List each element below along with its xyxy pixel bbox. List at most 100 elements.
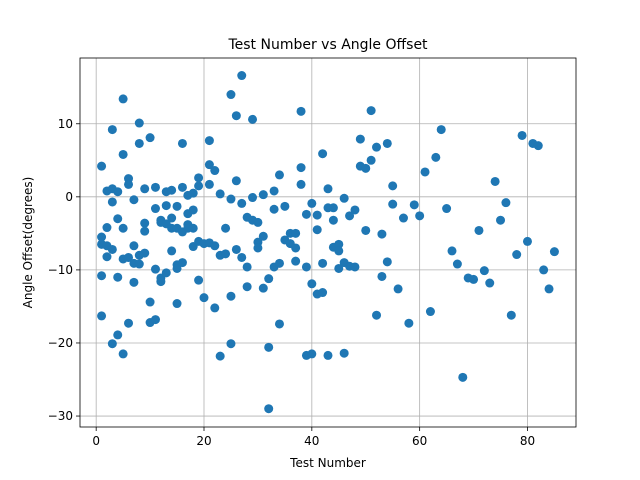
data-point xyxy=(113,187,123,197)
data-point xyxy=(194,173,204,183)
data-point xyxy=(291,243,301,253)
data-point xyxy=(231,176,241,186)
data-point xyxy=(291,228,301,238)
data-point xyxy=(107,244,117,254)
data-point xyxy=(312,225,322,235)
data-point xyxy=(242,282,252,292)
data-point xyxy=(436,125,446,135)
data-point xyxy=(102,223,112,233)
data-point xyxy=(226,90,236,100)
data-point xyxy=(177,182,187,192)
data-point xyxy=(431,152,441,162)
data-point xyxy=(334,239,344,249)
data-point xyxy=(458,372,468,382)
data-point xyxy=(382,257,392,267)
data-point xyxy=(134,259,144,269)
data-point xyxy=(253,217,263,227)
data-point xyxy=(393,284,403,294)
data-point xyxy=(318,149,328,159)
data-point xyxy=(258,231,268,241)
data-point xyxy=(167,185,177,195)
data-point xyxy=(156,277,166,287)
data-point xyxy=(485,278,495,288)
ticks-layer: 0 20 40 60 80 −30 −20 −10 0 10 xyxy=(48,117,535,448)
data-point xyxy=(490,176,500,186)
data-point xyxy=(129,241,139,251)
data-point xyxy=(345,211,355,221)
data-point xyxy=(210,303,220,313)
data-point xyxy=(533,141,543,151)
data-point xyxy=(280,201,290,211)
data-point xyxy=(355,134,365,144)
grid-layer xyxy=(80,58,576,427)
data-point xyxy=(188,223,198,233)
data-point xyxy=(124,252,134,262)
data-point xyxy=(129,277,139,287)
data-point xyxy=(167,213,177,223)
data-point xyxy=(118,349,128,359)
y-tick-label: −10 xyxy=(48,263,73,277)
data-point xyxy=(113,330,123,340)
data-point xyxy=(113,214,123,224)
data-point xyxy=(366,155,376,165)
data-point xyxy=(118,149,128,159)
data-point xyxy=(134,138,144,148)
data-point xyxy=(474,225,484,235)
data-point xyxy=(307,198,317,208)
data-point xyxy=(140,184,150,194)
data-point xyxy=(323,350,333,360)
data-point xyxy=(161,268,171,278)
data-point xyxy=(522,236,532,246)
data-point xyxy=(124,179,134,189)
data-point xyxy=(264,342,274,352)
data-point xyxy=(318,258,328,268)
data-point xyxy=(97,311,107,321)
data-point xyxy=(301,262,311,272)
data-point xyxy=(210,166,220,176)
data-point xyxy=(339,348,349,358)
data-point xyxy=(150,264,160,274)
data-point xyxy=(150,315,160,325)
data-point xyxy=(188,188,198,198)
data-point xyxy=(377,229,387,239)
data-point xyxy=(172,263,182,273)
data-point xyxy=(377,271,387,281)
data-point xyxy=(372,310,382,320)
data-point xyxy=(210,241,220,251)
data-point xyxy=(274,258,284,268)
data-point xyxy=(258,283,268,293)
data-point xyxy=(420,167,430,177)
x-tick-label: 40 xyxy=(304,434,319,448)
data-point xyxy=(274,319,284,329)
data-point xyxy=(447,246,457,256)
data-point xyxy=(150,204,160,214)
data-point xyxy=(409,200,419,210)
data-point xyxy=(328,203,338,213)
data-point xyxy=(264,404,274,414)
data-point xyxy=(269,186,279,196)
data-point xyxy=(388,199,398,209)
data-point xyxy=(204,136,214,146)
data-point xyxy=(296,106,306,116)
data-point xyxy=(248,193,258,203)
data-point xyxy=(242,262,252,272)
data-point xyxy=(161,201,171,211)
data-point xyxy=(301,209,311,219)
x-tick-label: 0 xyxy=(92,434,100,448)
data-point xyxy=(145,133,155,143)
data-point xyxy=(150,182,160,192)
data-point xyxy=(113,272,123,282)
data-point xyxy=(226,339,236,349)
data-point xyxy=(226,291,236,301)
data-point xyxy=(237,71,247,81)
data-point xyxy=(231,111,241,121)
data-point xyxy=(479,266,489,276)
data-point xyxy=(425,307,435,317)
chart-title: Test Number vs Angle Offset xyxy=(227,37,428,53)
y-tick-label: −30 xyxy=(48,409,73,423)
data-point xyxy=(172,201,182,211)
data-point xyxy=(215,189,225,199)
data-point xyxy=(194,181,204,191)
data-point xyxy=(194,275,204,285)
data-point xyxy=(361,163,371,173)
